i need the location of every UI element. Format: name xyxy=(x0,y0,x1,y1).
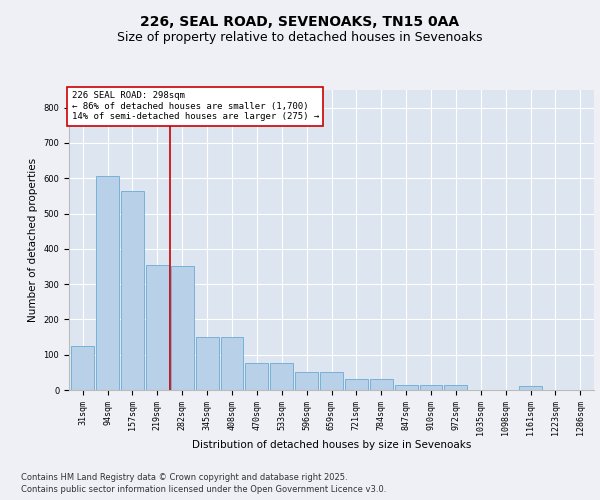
Y-axis label: Number of detached properties: Number of detached properties xyxy=(28,158,38,322)
Text: Contains public sector information licensed under the Open Government Licence v3: Contains public sector information licen… xyxy=(21,485,386,494)
X-axis label: Distribution of detached houses by size in Sevenoaks: Distribution of detached houses by size … xyxy=(192,440,471,450)
Bar xyxy=(320,372,343,390)
Bar xyxy=(295,372,318,390)
Bar xyxy=(245,363,268,390)
Text: 226, SEAL ROAD, SEVENOAKS, TN15 0AA: 226, SEAL ROAD, SEVENOAKS, TN15 0AA xyxy=(140,16,460,30)
Bar xyxy=(96,176,119,390)
Bar xyxy=(519,386,542,390)
Bar xyxy=(121,190,144,390)
Text: 226 SEAL ROAD: 298sqm
← 86% of detached houses are smaller (1,700)
14% of semi-d: 226 SEAL ROAD: 298sqm ← 86% of detached … xyxy=(71,92,319,122)
Bar xyxy=(395,384,418,390)
Text: Contains HM Land Registry data © Crown copyright and database right 2025.: Contains HM Land Registry data © Crown c… xyxy=(21,472,347,482)
Bar xyxy=(196,337,218,390)
Bar xyxy=(370,380,393,390)
Bar xyxy=(221,337,244,390)
Bar xyxy=(345,380,368,390)
Bar xyxy=(419,384,442,390)
Bar xyxy=(171,266,194,390)
Bar xyxy=(270,363,293,390)
Bar xyxy=(146,264,169,390)
Text: Size of property relative to detached houses in Sevenoaks: Size of property relative to detached ho… xyxy=(117,31,483,44)
Bar xyxy=(445,384,467,390)
Bar xyxy=(71,346,94,390)
